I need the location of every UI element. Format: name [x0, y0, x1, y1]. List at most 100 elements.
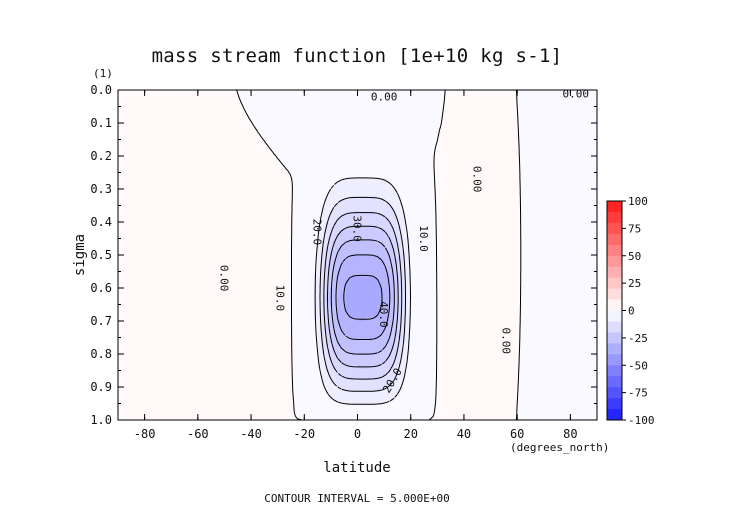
field-cell — [553, 130, 558, 135]
field-cell — [277, 126, 283, 131]
field-cell — [433, 141, 438, 146]
field-cell — [365, 211, 371, 216]
field-cell — [437, 137, 442, 142]
field-cell — [561, 200, 566, 205]
field-cell — [353, 225, 359, 230]
field-cell — [405, 167, 410, 172]
field-cell — [433, 156, 438, 161]
field-cell — [173, 233, 179, 238]
field-cell — [273, 148, 279, 153]
field-cell — [329, 97, 335, 102]
field-cell — [225, 174, 231, 179]
field-cell — [425, 90, 430, 95]
field-cell — [485, 112, 490, 117]
field-cell — [169, 192, 175, 197]
field-cell — [141, 163, 147, 168]
field-cell — [577, 185, 582, 190]
field-cell — [229, 108, 235, 113]
field-cell — [385, 126, 391, 131]
field-cell — [205, 134, 211, 139]
field-cell — [177, 192, 183, 197]
field-cell — [337, 134, 343, 139]
field-cell — [473, 233, 478, 238]
field-cell — [493, 214, 498, 219]
field-cell — [217, 145, 223, 150]
field-cell — [121, 203, 127, 208]
field-cell — [297, 233, 303, 238]
field-cell — [201, 137, 207, 142]
field-cell — [241, 236, 247, 241]
field-cell — [497, 134, 502, 139]
field-cell — [477, 112, 482, 117]
field-cell — [577, 211, 582, 216]
field-cell — [229, 170, 235, 175]
field-cell — [493, 174, 498, 179]
field-cell — [129, 126, 135, 131]
field-cell — [389, 90, 395, 95]
field-cell — [197, 167, 203, 172]
field-cell — [409, 236, 414, 241]
field-cell — [369, 145, 375, 150]
field-cell — [549, 130, 554, 135]
field-cell — [373, 112, 379, 117]
field-cell — [213, 233, 219, 238]
field-cell — [313, 115, 319, 120]
field-cell — [337, 130, 343, 135]
field-cell — [549, 203, 554, 208]
field-cell — [129, 218, 135, 223]
field-cell — [589, 181, 594, 186]
field-cell — [149, 141, 155, 146]
field-cell — [509, 229, 514, 234]
field-cell — [253, 148, 259, 153]
field-cell — [181, 108, 187, 113]
field-cell — [177, 145, 183, 150]
field-cell — [137, 126, 143, 131]
field-cell — [177, 148, 183, 153]
field-cell — [317, 233, 323, 238]
field-cell — [285, 119, 291, 124]
field-cell — [153, 236, 159, 241]
field-cell — [269, 222, 275, 227]
field-cell — [425, 137, 430, 142]
field-cell — [209, 192, 215, 197]
field-cell — [141, 240, 147, 245]
field-cell — [229, 148, 235, 153]
field-cell — [329, 156, 335, 161]
field-cell — [153, 159, 159, 164]
field-cell — [541, 178, 546, 183]
field-cell — [141, 229, 147, 234]
field-cell — [545, 207, 550, 212]
field-cell — [341, 137, 347, 142]
field-cell — [205, 214, 211, 219]
field-cell — [261, 233, 267, 238]
field-cell — [513, 181, 518, 186]
field-cell — [557, 200, 562, 205]
field-cell — [409, 119, 414, 124]
field-cell — [381, 196, 387, 201]
field-cell — [465, 148, 470, 153]
field-cell — [465, 185, 470, 190]
field-cell — [337, 163, 343, 168]
field-cell — [317, 159, 323, 164]
field-cell — [237, 236, 243, 241]
field-cell — [293, 174, 299, 179]
field-cell — [129, 211, 135, 216]
field-cell — [497, 229, 502, 234]
field-cell — [449, 192, 454, 197]
field-cell — [317, 115, 323, 120]
field-cell — [585, 207, 590, 212]
field-cell — [577, 233, 582, 238]
field-cell — [197, 159, 203, 164]
field-cell — [469, 185, 474, 190]
field-cell — [465, 141, 470, 146]
field-cell — [413, 236, 418, 241]
field-cell — [505, 211, 510, 216]
field-cell — [441, 203, 446, 208]
field-cell — [465, 218, 470, 223]
field-cell — [397, 189, 403, 194]
field-cell — [429, 233, 434, 238]
field-cell — [161, 189, 167, 194]
field-cell — [569, 181, 574, 186]
field-cell — [357, 101, 363, 106]
field-cell — [181, 141, 187, 146]
